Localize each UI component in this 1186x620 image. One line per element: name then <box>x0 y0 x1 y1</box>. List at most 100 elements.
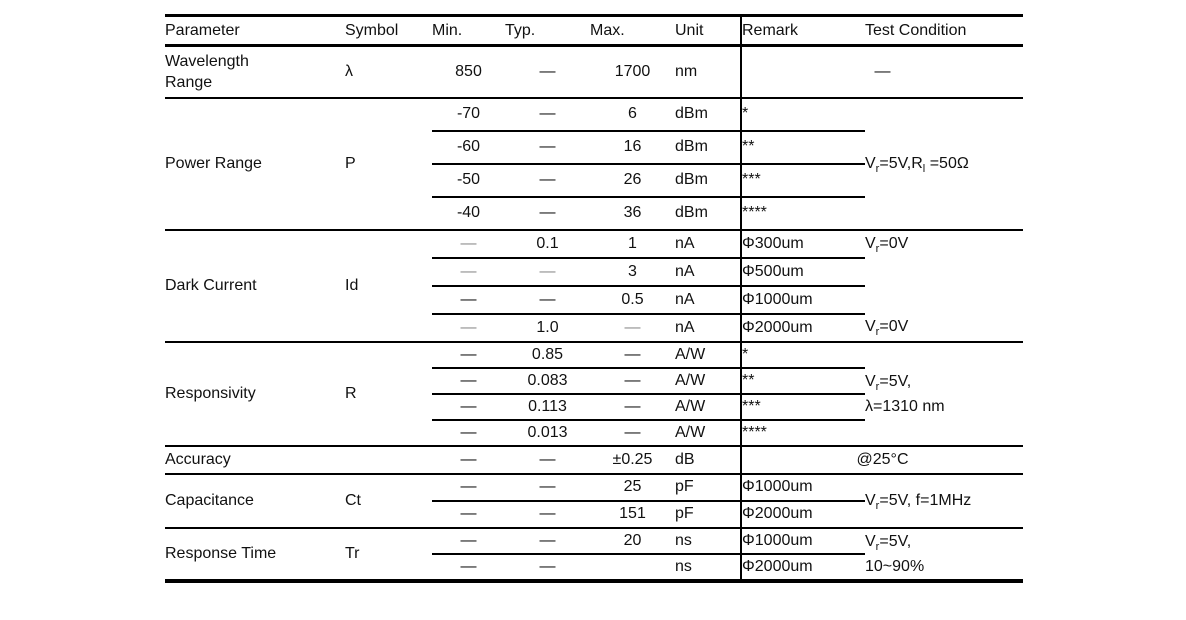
col-header-unit: Unit <box>675 15 741 47</box>
table-row: Wavelength Range λ 850 — 1700 nm — <box>165 45 1023 99</box>
remark-cell: Φ500um <box>740 257 865 287</box>
typ-cell: — <box>505 285 590 315</box>
table-row: — 1.0 — nA Φ2000um Vr=0V <box>165 313 1023 343</box>
symbol-cell-ct: Ct <box>345 473 432 529</box>
test-condition-line: λ=1310 nm <box>865 397 945 415</box>
unit-cell: dBm <box>675 97 741 132</box>
min-cell: -70 <box>432 97 505 132</box>
max-cell: 25 <box>590 473 675 502</box>
col-header-min: Min. <box>432 15 505 47</box>
min-cell: -50 <box>432 163 505 198</box>
unit-cell: nm <box>675 45 741 99</box>
table-row: Accuracy — — ±0.25 dB @25°C <box>165 445 1023 475</box>
param-cell-response-time: Response Time <box>165 544 277 562</box>
min-cell: — <box>432 229 505 259</box>
symbol-cell-p: P <box>345 97 432 231</box>
max-cell: — <box>590 313 675 343</box>
remark-cell: *** <box>740 393 865 421</box>
min-cell: — <box>432 473 505 502</box>
max-cell: — <box>590 367 675 395</box>
max-cell: 1 <box>590 229 675 259</box>
symbol-cell-id: Id <box>345 229 432 343</box>
col-header-max: Max. <box>590 15 675 47</box>
min-cell: 850 <box>432 45 505 99</box>
typ-cell: — <box>505 97 590 132</box>
max-cell: 151 <box>590 500 675 529</box>
table-row: -50 — 26 dBm *** <box>165 163 1023 198</box>
remark-cell: Φ1000um <box>740 473 865 502</box>
max-cell: 3 <box>590 257 675 287</box>
typ-cell: — <box>505 257 590 287</box>
unit-cell: ns <box>675 527 741 555</box>
table-row: — 0.113 — A/W *** <box>165 393 1023 421</box>
remark-cell: * <box>740 97 865 132</box>
param-cell-accuracy: Accuracy <box>165 445 345 475</box>
typ-cell: 0.1 <box>505 229 590 259</box>
min-cell: -40 <box>432 196 505 231</box>
typ-cell: — <box>505 527 590 555</box>
test-condition-cell: Vr=5V, 10~90% <box>865 528 1023 581</box>
unit-cell: ns <box>675 557 692 575</box>
test-condition-cell: Vr=5V, f=1MHz <box>865 473 1023 529</box>
test-condition-cell: — <box>740 45 1023 99</box>
unit-cell: dBm <box>675 196 741 231</box>
typ-cell: — <box>505 500 590 529</box>
min-cell: — <box>432 367 505 395</box>
typ-cell: — <box>505 130 590 165</box>
header-row: Parameter Symbol Min. Typ. Max. Unit Rem… <box>165 15 1023 47</box>
min-cell: — <box>432 419 505 447</box>
symbol-cell-lambda: λ <box>345 45 432 99</box>
spec-table: Parameter Symbol Min. Typ. Max. Unit Rem… <box>165 14 1023 583</box>
table-row: — — 0.5 nA Φ1000um <box>165 285 1023 315</box>
min-cell: — <box>432 313 505 343</box>
max-cell: 1700 <box>590 45 675 99</box>
unit-cell: nA <box>675 229 741 259</box>
col-header-symbol: Symbol <box>345 15 432 47</box>
param-cell-power-range: Power Range <box>165 97 345 231</box>
typ-cell: — <box>505 196 590 231</box>
param-cell-dark-current: Dark Current <box>165 229 345 343</box>
unit-cell: nA <box>675 313 741 343</box>
table-row: — 0.083 — A/W ** <box>165 367 1023 395</box>
unit-cell: nA <box>675 257 741 287</box>
remark-cell: Φ1000um <box>740 527 865 555</box>
unit-cell: A/W <box>675 419 741 447</box>
max-cell: ±0.25 <box>590 445 675 475</box>
unit-cell: A/W <box>675 367 741 395</box>
typ-cell: — <box>505 445 590 475</box>
symbol-cell-tr: Tr <box>345 544 360 562</box>
test-condition-cell: Vr=0V <box>865 235 909 256</box>
col-header-remark: Remark <box>740 15 865 47</box>
min-cell: — <box>432 285 505 315</box>
unit-cell: A/W <box>675 393 741 421</box>
max-cell: 6 <box>590 97 675 132</box>
min-cell: — <box>432 500 505 529</box>
symbol-cell-r: R <box>345 341 432 447</box>
min-cell: — <box>432 257 505 287</box>
table-row: — — ns Φ2000um <box>165 554 1023 581</box>
symbol-cell-accuracy <box>345 445 432 475</box>
test-condition-cell <box>865 258 1023 286</box>
typ-cell: 1.0 <box>505 313 590 343</box>
max-cell <box>590 554 675 581</box>
remark-cell: Φ2000um <box>740 500 865 529</box>
max-cell: 36 <box>590 196 675 231</box>
min-cell: — <box>460 557 477 575</box>
remark-cell: ** <box>740 130 865 165</box>
remark-cell: * <box>740 341 865 369</box>
max-cell: — <box>590 419 675 447</box>
table-row: -60 — 16 dBm ** <box>165 130 1023 165</box>
param-cell-capacitance: Capacitance <box>165 473 345 529</box>
typ-cell: 0.113 <box>505 393 590 421</box>
unit-cell: dB <box>675 445 741 475</box>
test-condition-line: Vr=5V, <box>865 372 912 393</box>
remark-cell: **** <box>740 196 865 231</box>
max-cell: 16 <box>590 130 675 165</box>
typ-cell: — <box>539 557 556 575</box>
table-row: Capacitance Ct — — 25 pF Φ1000um Vr=5V, … <box>165 473 1023 529</box>
typ-cell: — <box>505 473 590 502</box>
typ-cell: — <box>505 163 590 198</box>
test-condition-cell: Vr=5V,Rl =50Ω <box>865 97 1023 231</box>
min-cell: — <box>432 445 505 475</box>
